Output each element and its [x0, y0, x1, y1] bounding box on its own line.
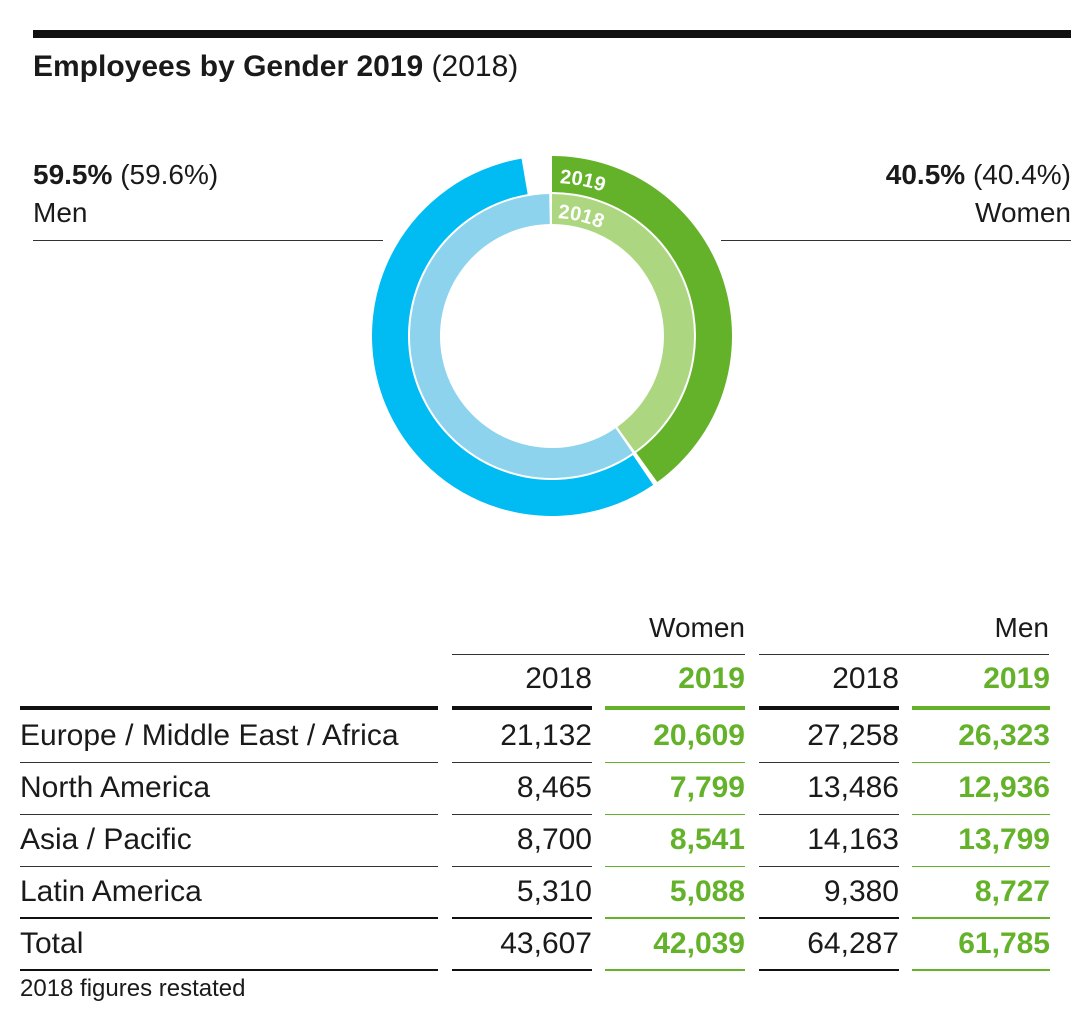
row-0-value-3: 26,323 — [958, 719, 1050, 752]
row-rule-region-2 — [20, 866, 438, 867]
group-rule-women — [452, 654, 745, 655]
group-header-men: Men — [994, 612, 1049, 643]
header-bar-2 — [759, 706, 899, 710]
row-1-value-1: 7,799 — [669, 771, 745, 804]
year-header-1: 2019 — [678, 662, 745, 695]
year-header-2: 2018 — [832, 662, 899, 695]
row-0-value-2: 27,258 — [807, 719, 899, 752]
ring-2018-men-segment — [409, 194, 633, 478]
header-bar-0 — [452, 706, 592, 710]
group-rule-men — [759, 654, 1049, 655]
row-rule-4-1 — [605, 969, 745, 971]
row-3-value-3: 8,727 — [974, 875, 1050, 908]
row-rule-2-1 — [605, 866, 745, 867]
row-rule-region-1 — [20, 814, 438, 815]
total-rule-region — [20, 917, 438, 919]
ring-2018-women-segment — [552, 194, 694, 452]
men-name: Men — [33, 197, 88, 228]
row-rule-1-0 — [452, 814, 592, 815]
total-rule-3 — [912, 917, 1050, 919]
row-2-value-3: 13,799 — [958, 823, 1050, 856]
total-rule-1 — [605, 917, 745, 919]
row-rule-1-2 — [759, 814, 899, 815]
row-region-3: Latin America — [20, 875, 202, 908]
title-suffix: (2018) — [431, 50, 519, 83]
row-rule-4-2 — [759, 969, 899, 971]
row-4-value-3: 61,785 — [958, 927, 1050, 960]
row-rule-2-3 — [912, 866, 1050, 867]
row-4-value-1: 42,039 — [653, 927, 745, 960]
row-3-value-0: 5,310 — [516, 875, 592, 908]
row-rule-4-3 — [912, 969, 1050, 971]
year-header-3: 2019 — [983, 662, 1050, 695]
men-prev-pct: (59.6%) — [120, 159, 219, 190]
title-main: Employees by Gender 2019 — [33, 50, 424, 83]
row-region-1: North America — [20, 771, 211, 804]
row-2-value-1: 8,541 — [669, 823, 745, 856]
row-3-value-2: 9,380 — [823, 875, 899, 908]
row-region-4: Total — [20, 927, 84, 960]
header-bar-3 — [912, 706, 1050, 710]
row-rule-region-4 — [20, 969, 438, 971]
row-1-value-2: 13,486 — [807, 771, 899, 804]
ring-2019-women-segment — [552, 156, 733, 483]
men-pct: 59.5% — [33, 159, 113, 190]
row-3-value-1: 5,088 — [669, 875, 745, 908]
row-rule-region-0 — [20, 762, 438, 763]
row-2-value-2: 14,163 — [807, 823, 899, 856]
women-label: 40.5% (40.4%) Women — [721, 156, 1071, 241]
row-4-value-2: 64,287 — [807, 927, 899, 960]
footnote: 2018 figures restated — [20, 975, 246, 1002]
row-rule-2-0 — [452, 866, 592, 867]
header-bar-region — [20, 706, 438, 710]
title-rule — [33, 30, 1071, 38]
row-4-value-0: 43,607 — [500, 927, 592, 960]
total-rule-0 — [452, 917, 592, 919]
chart-title: Employees by Gender 2019 (2018) — [33, 50, 518, 84]
women-prev-pct: (40.4%) — [972, 159, 1071, 190]
row-0-value-1: 20,609 — [653, 719, 745, 752]
row-rule-1-1 — [605, 814, 745, 815]
row-rule-0-0 — [452, 762, 592, 763]
row-rule-0-3 — [912, 762, 1050, 763]
women-pct: 40.5% — [885, 159, 966, 190]
row-1-value-0: 8,465 — [516, 771, 592, 804]
header-bar-1 — [605, 706, 745, 710]
ring-2019-men-segment — [372, 158, 654, 517]
row-rule-1-3 — [912, 814, 1050, 815]
row-0-value-0: 21,132 — [500, 719, 592, 752]
row-rule-0-1 — [605, 762, 745, 763]
row-2-value-0: 8,700 — [516, 823, 592, 856]
women-name: Women — [975, 197, 1071, 228]
row-rule-0-2 — [759, 762, 899, 763]
group-header-women: Women — [649, 612, 745, 643]
year-header-0: 2018 — [525, 662, 592, 695]
row-rule-4-0 — [452, 969, 592, 971]
row-1-value-3: 12,936 — [958, 771, 1050, 804]
total-rule-2 — [759, 917, 899, 919]
men-label: 59.5% (59.6%) Men — [33, 156, 383, 241]
row-region-2: Asia / Pacific — [20, 823, 192, 856]
row-rule-2-2 — [759, 866, 899, 867]
row-region-0: Europe / Middle East / Africa — [20, 719, 399, 752]
